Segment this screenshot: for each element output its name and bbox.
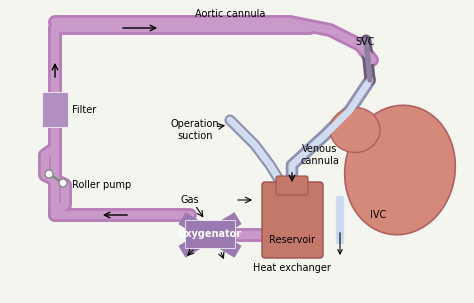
Circle shape xyxy=(45,170,53,178)
FancyBboxPatch shape xyxy=(276,176,308,195)
Ellipse shape xyxy=(345,105,456,235)
Text: Reservoir: Reservoir xyxy=(269,235,315,245)
Text: Roller pump: Roller pump xyxy=(72,180,131,190)
Text: SVC: SVC xyxy=(355,37,374,47)
FancyBboxPatch shape xyxy=(262,182,323,258)
FancyArrowPatch shape xyxy=(338,233,342,254)
Circle shape xyxy=(59,179,67,187)
Text: Filter: Filter xyxy=(72,105,96,115)
Text: IVC: IVC xyxy=(370,210,386,220)
Text: Heat exchanger: Heat exchanger xyxy=(253,263,331,273)
Ellipse shape xyxy=(330,108,380,152)
Text: Gas: Gas xyxy=(181,195,199,205)
Text: Aortic cannula: Aortic cannula xyxy=(195,9,265,19)
Text: Oxygenator: Oxygenator xyxy=(178,229,242,239)
Text: Operation
suction: Operation suction xyxy=(171,119,219,141)
FancyBboxPatch shape xyxy=(42,92,68,127)
Text: Venous
cannula: Venous cannula xyxy=(301,144,339,166)
FancyBboxPatch shape xyxy=(185,220,235,248)
